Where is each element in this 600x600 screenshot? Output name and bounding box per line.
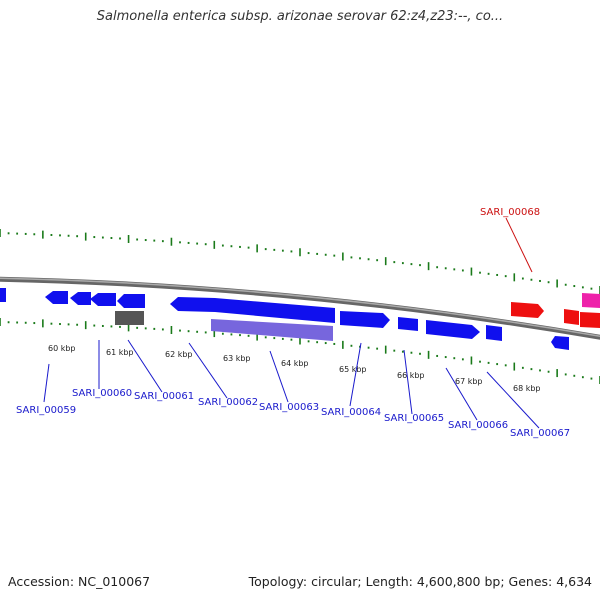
gene-leader-line <box>505 217 533 273</box>
gene-arrow[interactable] <box>551 336 569 350</box>
gene-label[interactable]: SARI_00065 <box>384 413 444 424</box>
gene-arrow[interactable] <box>45 291 68 304</box>
kbp-tick-label: 67 kbp <box>455 377 483 386</box>
genome-summary-text: Topology: circular; Length: 4,600,800 bp… <box>248 574 592 589</box>
gene-label[interactable]: SARI_00061 <box>134 391 194 402</box>
kbp-tick-label: 65 kbp <box>339 365 367 374</box>
gene-label[interactable]: SARI_00060 <box>72 388 132 399</box>
kbp-tick-label: 60 kbp <box>48 344 76 353</box>
gene-arrow[interactable] <box>70 292 91 305</box>
gene-arrow[interactable] <box>215 298 335 323</box>
forward-strand-genes <box>0 288 569 350</box>
gene-arrow[interactable] <box>564 309 579 325</box>
kbp-tick-label: 63 kbp <box>223 354 251 363</box>
rna-gene[interactable] <box>582 293 600 308</box>
map-title: Salmonella enterica subsp. arizonae sero… <box>96 9 504 24</box>
gene-label[interactable]: SARI_00063 <box>259 402 319 413</box>
gene-arrow[interactable] <box>117 294 145 308</box>
gene-arrow[interactable] <box>170 297 215 312</box>
gene-label[interactable]: SARI_00068 <box>480 207 540 218</box>
reverse-strand-genes <box>511 293 600 328</box>
gene-label[interactable]: SARI_00067 <box>510 428 570 439</box>
gene-arrow[interactable] <box>486 325 502 341</box>
genome-backbone <box>0 276 600 340</box>
gene-arrow[interactable] <box>90 293 116 306</box>
gene-leader-line <box>349 342 362 407</box>
kbp-tick-label: 66 kbp <box>397 371 425 380</box>
gene-leader-line <box>43 363 50 403</box>
region-feature[interactable] <box>211 319 333 341</box>
accession-text: Accession: NC_010067 <box>8 574 151 589</box>
gene-leader-line <box>486 371 540 429</box>
gene-arrow[interactable] <box>580 312 600 328</box>
gene-label[interactable]: SARI_00066 <box>448 420 508 431</box>
kbp-tick-label: 61 kbp <box>106 348 134 357</box>
gene-leader-line <box>445 367 478 421</box>
kbp-tick-label: 68 kbp <box>513 384 541 393</box>
gene-arrow[interactable] <box>0 288 6 302</box>
gene-label[interactable]: SARI_00059 <box>16 405 76 416</box>
gene-arrow[interactable] <box>340 311 390 328</box>
gene-label[interactable]: SARI_00064 <box>321 407 381 418</box>
gene-leader-line <box>403 349 413 415</box>
gene-label[interactable]: SARI_00062 <box>198 397 258 408</box>
gene-leader-line <box>269 350 289 403</box>
kbp-tick-label: 64 kbp <box>281 359 309 368</box>
gene-arrow[interactable] <box>398 317 418 331</box>
pseudo-gene[interactable] <box>115 311 144 325</box>
outer-tick-ring <box>0 229 600 294</box>
gene-leader-line <box>127 339 163 393</box>
gene-arrow[interactable] <box>511 302 544 318</box>
kbp-tick-label: 62 kbp <box>165 350 193 359</box>
gene-leader-line <box>188 342 228 399</box>
gene-arrow[interactable] <box>426 320 480 339</box>
